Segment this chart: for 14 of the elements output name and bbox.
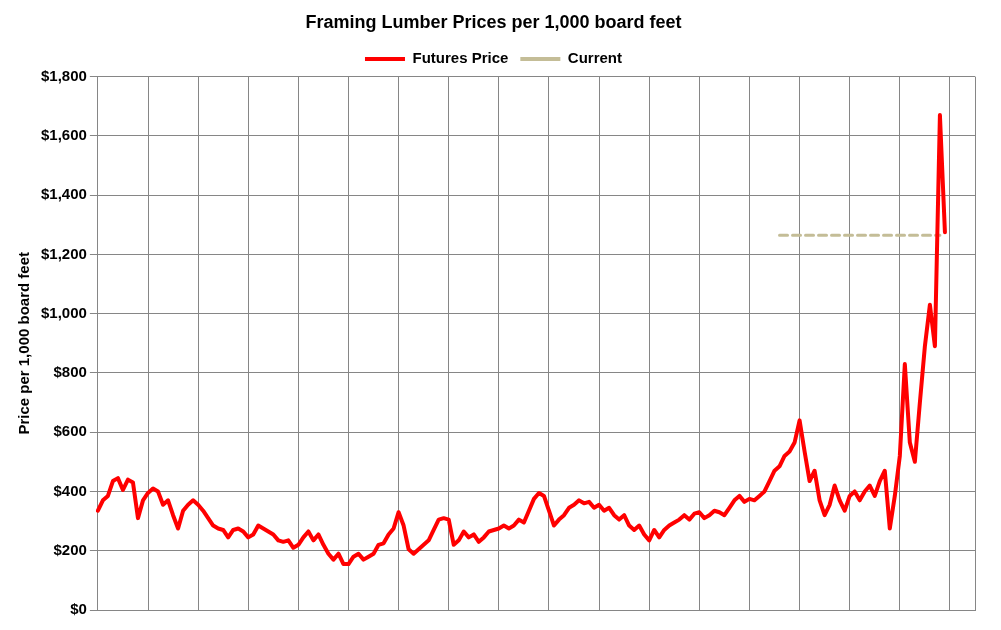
y-tick-label: $1,000 [40, 303, 87, 321]
y-tick-label: $1,400 [40, 185, 87, 203]
legend-label: Futures Price [412, 49, 509, 67]
legend-label: Current [567, 49, 623, 67]
y-tick-label: $1,800 [40, 66, 87, 84]
y-tick-label: $1,600 [40, 126, 87, 144]
y-axis-title: Price per 1,000 board feet [15, 252, 33, 435]
y-tick-label: $600 [53, 422, 87, 440]
y-tick-label: $400 [53, 481, 87, 499]
y-tick-label: $200 [53, 540, 87, 558]
chart-title: Framing Lumber Prices per 1,000 board feet [305, 11, 682, 32]
y-tick-label: $800 [53, 363, 87, 381]
y-tick-label: $1,200 [40, 244, 87, 262]
y-tick-label: $0 [70, 600, 87, 618]
